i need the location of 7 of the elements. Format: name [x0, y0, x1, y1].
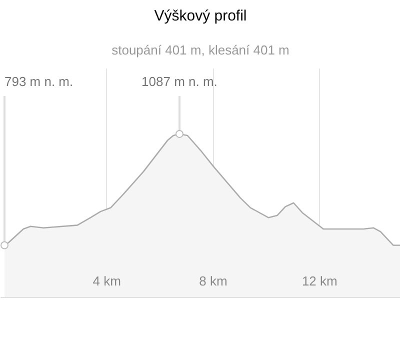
- chart-title: Výškový profil: [154, 8, 247, 24]
- chart-subtitle: stoupání 401 m, klesání 401 m: [112, 42, 290, 58]
- data-label: 793 m n. m.: [4, 74, 74, 90]
- x-tick-label: 8 km: [199, 273, 228, 288]
- data-label: 1087 m n. m.: [142, 74, 218, 90]
- x-tick-label: 4 km: [92, 273, 121, 288]
- x-tick-label: 12 km: [302, 273, 338, 288]
